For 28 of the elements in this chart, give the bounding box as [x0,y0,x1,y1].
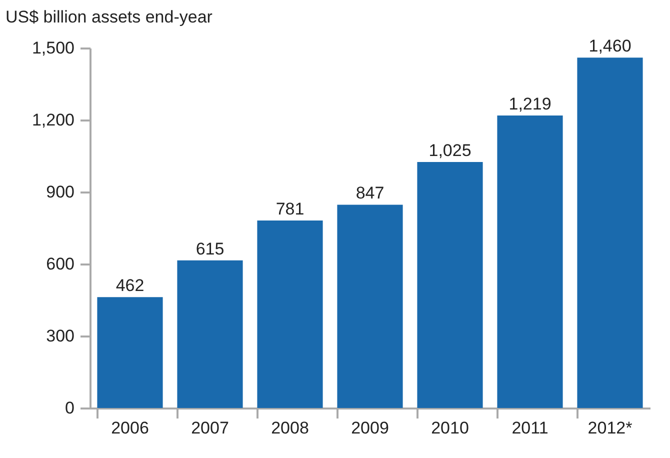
bar [337,204,403,408]
x-tick-label: 2006 [111,418,149,438]
bar [257,220,323,408]
bar [97,297,163,408]
x-tick-label: 2010 [431,418,469,438]
x-tick-label: 2011 [512,418,548,438]
bar [497,115,563,408]
data-label: 462 [116,276,144,296]
x-tick-label: 2007 [191,418,229,438]
data-label: 615 [196,239,224,258]
x-tick-label: 2008 [271,418,309,438]
y-tick-label: 900 [46,182,74,202]
y-tick-label: 300 [46,326,74,346]
y-axis-title: US$ billion assets end-year [6,8,213,26]
data-label: 1,219 [508,94,552,114]
bar [417,162,483,408]
y-tick-label: 600 [46,254,74,274]
bar [577,58,643,408]
data-label: 781 [276,200,304,219]
x-tick-label: 2009 [351,418,389,438]
x-tick-label: 2012* [588,418,633,438]
data-label: 847 [356,184,384,203]
data-label: 1,460 [588,36,632,56]
data-label: 1,025 [428,141,472,160]
y-tick-label: 1,500 [32,38,74,58]
bar [177,260,243,408]
y-tick-label: 0 [65,398,74,418]
y-tick-label: 1,200 [32,110,74,130]
